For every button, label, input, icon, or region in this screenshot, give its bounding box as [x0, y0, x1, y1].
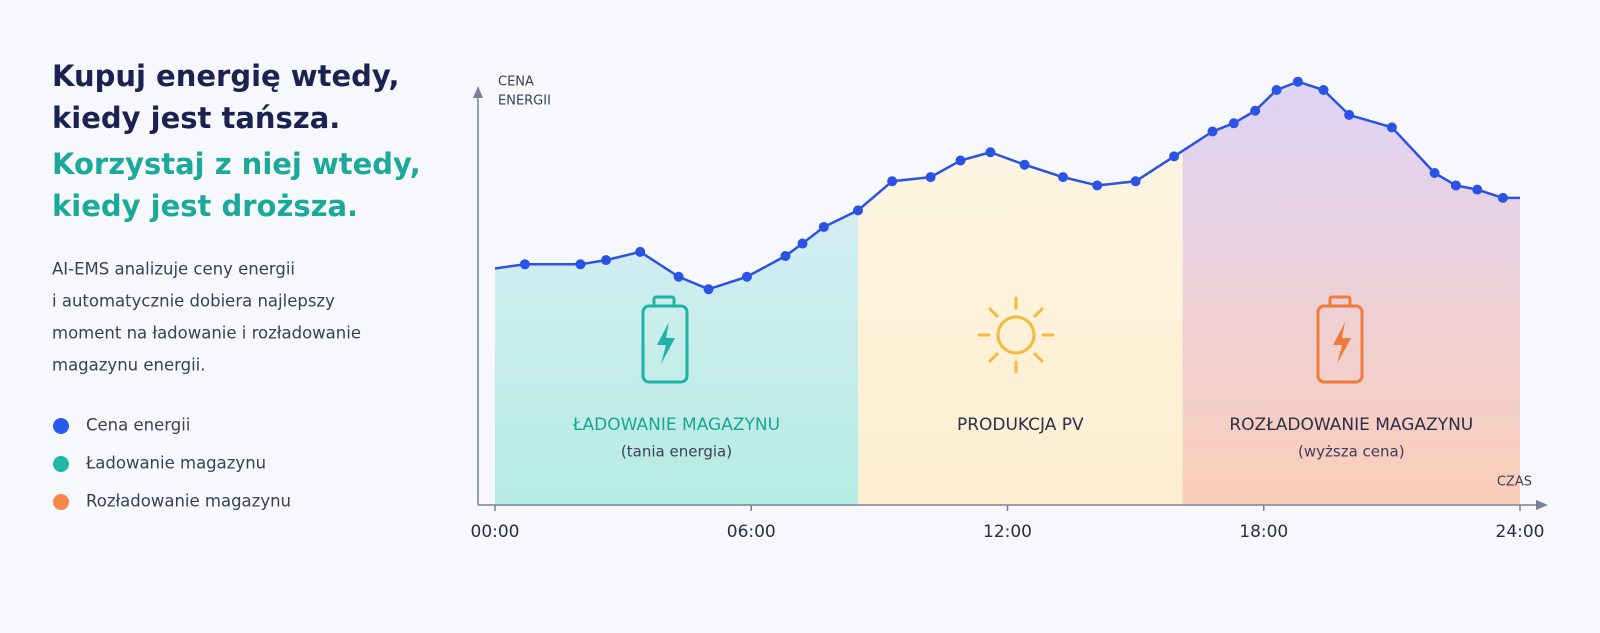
price-point — [780, 251, 791, 261]
headline: kiedy jest tańsza. — [52, 101, 340, 135]
price-point — [601, 255, 612, 266]
x-tick-label: 18:00 — [1239, 522, 1288, 542]
y-axis-label: CENA — [498, 75, 534, 90]
x-tick-label: 12:00 — [983, 522, 1032, 542]
price-point — [1271, 85, 1282, 95]
y-axis-arrow — [473, 86, 483, 98]
price-point — [1472, 184, 1483, 195]
price-point — [741, 271, 752, 282]
zone-sublabel: (tania energia) — [621, 443, 732, 461]
price-point — [703, 284, 714, 295]
price-point — [1344, 109, 1355, 120]
legend-marker — [53, 494, 69, 510]
price-point — [1207, 126, 1218, 137]
zone-sublabel: (wyższa cena) — [1298, 443, 1405, 461]
legend-marker — [53, 456, 69, 472]
price-point — [1292, 76, 1303, 87]
price-point — [1130, 176, 1141, 187]
price-point — [887, 176, 898, 187]
price-point — [1019, 159, 1030, 170]
price-point — [853, 205, 864, 216]
sun-icon — [977, 296, 1055, 374]
legend-label: Rozładowanie magazynu — [86, 492, 291, 511]
battery-discharge-icon — [1316, 295, 1364, 384]
zone-label: ROZŁADOWANIE MAGAZYNU — [1229, 415, 1473, 435]
price-point — [1429, 168, 1440, 178]
y-axis-label: ENERGII — [498, 94, 551, 109]
x-tick-label: 06:00 — [727, 522, 776, 542]
price-point — [1497, 192, 1508, 203]
legend-marker — [53, 418, 69, 434]
headline: Kupuj energię wtedy, — [52, 59, 400, 93]
price-point — [635, 246, 646, 257]
price-point — [1250, 105, 1261, 116]
description: AI-EMS analizuje ceny energii — [52, 260, 295, 279]
price-point — [673, 271, 684, 282]
price-point — [955, 155, 966, 166]
x-axis-label: CZAS — [1497, 475, 1532, 490]
price-point — [985, 147, 996, 158]
legend-label: Cena energii — [86, 416, 190, 435]
x-axis-arrow — [1536, 500, 1548, 510]
price-point — [1169, 151, 1180, 162]
price-point — [519, 259, 530, 270]
price-line — [494, 80, 1520, 291]
legend-label: Ładowanie magazynu — [85, 454, 266, 473]
description: i automatycznie dobiera najlepszy — [52, 292, 335, 311]
price-point — [1058, 172, 1069, 183]
headline-accent: Korzystaj z niej wtedy, — [52, 147, 421, 181]
price-point — [1450, 180, 1461, 191]
zone-label: PRODUKCJA PV — [957, 415, 1084, 435]
price-point — [818, 221, 829, 232]
description: moment na ładowanie i rozładowanie — [52, 324, 361, 343]
price-point — [575, 259, 586, 270]
zone-label: ŁADOWANIE MAGAZYNU — [572, 415, 780, 435]
price-point — [1318, 85, 1329, 95]
headline-accent: kiedy jest droższa. — [52, 189, 358, 223]
price-point — [1228, 118, 1239, 129]
price-point — [797, 238, 808, 249]
x-tick-label: 00:00 — [471, 522, 520, 542]
price-point — [925, 172, 936, 183]
x-tick-label: 24:00 — [1496, 522, 1545, 542]
price-point — [1386, 122, 1397, 133]
price-point — [1092, 180, 1103, 191]
battery-charge-icon — [641, 295, 689, 384]
description: magazynu energii. — [52, 356, 206, 375]
